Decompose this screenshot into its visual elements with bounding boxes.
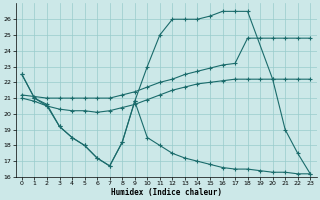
X-axis label: Humidex (Indice chaleur): Humidex (Indice chaleur): [111, 188, 221, 197]
